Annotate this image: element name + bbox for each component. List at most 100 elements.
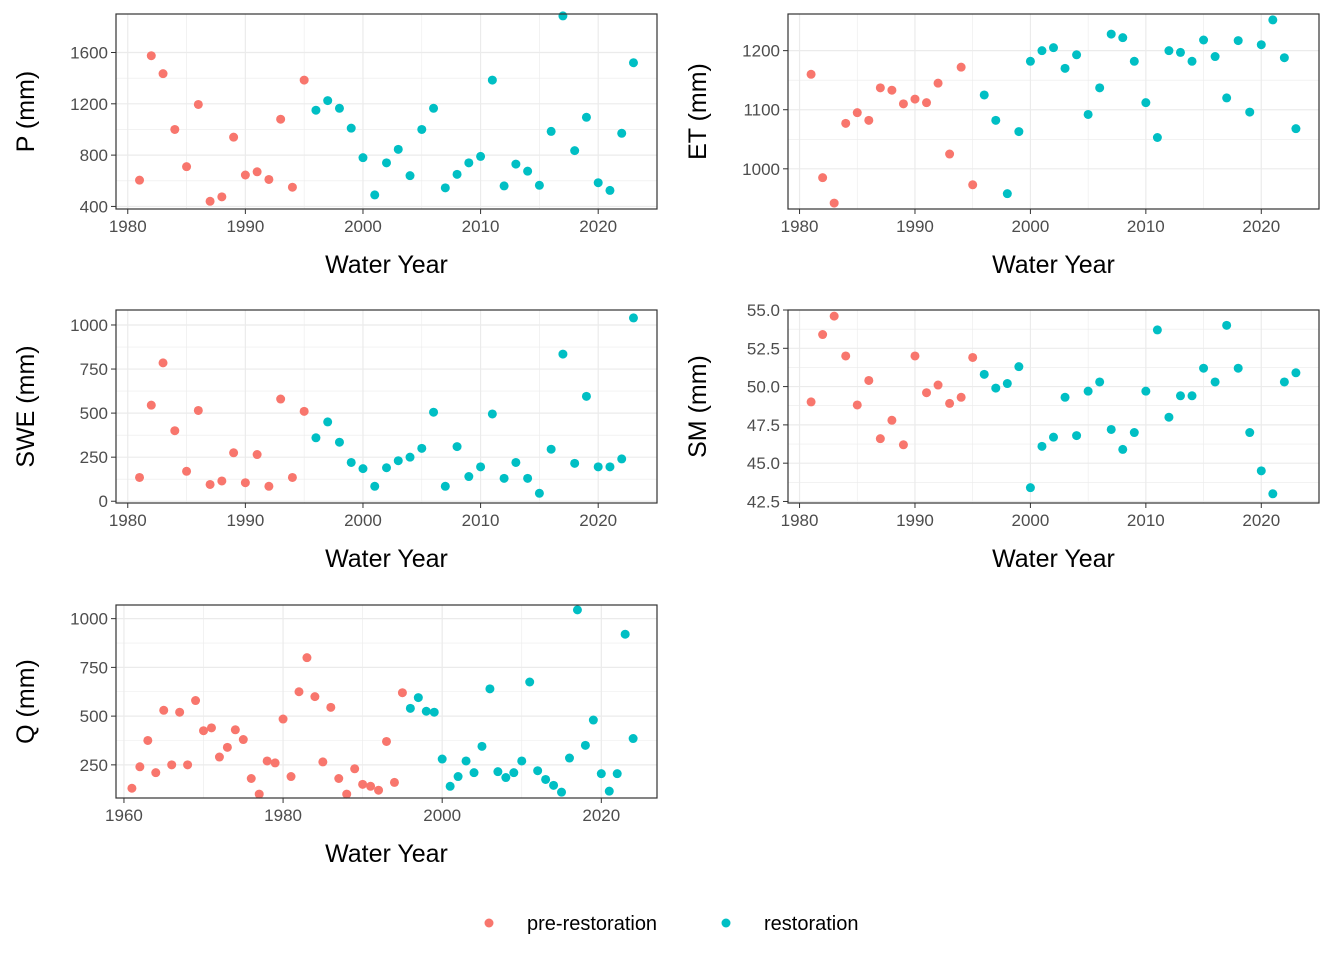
- data-point-restoration: [1279, 377, 1289, 387]
- data-point-restoration: [370, 481, 380, 491]
- data-point-restoration: [405, 171, 415, 181]
- data-point-pre-restoration: [182, 466, 192, 476]
- data-point-pre-restoration: [151, 768, 161, 778]
- data-point-restoration: [346, 457, 356, 467]
- data-point-restoration: [1106, 29, 1116, 39]
- data-point-restoration: [1256, 466, 1266, 476]
- data-point-restoration: [517, 756, 527, 766]
- data-point-pre-restoration: [217, 476, 227, 486]
- data-point-pre-restoration: [159, 705, 169, 715]
- data-point-restoration: [533, 766, 543, 776]
- x-axis-title: Water Year: [992, 251, 1115, 279]
- data-point-pre-restoration: [238, 735, 248, 745]
- panel-border: [115, 604, 658, 799]
- y-tick-label: 0: [99, 492, 108, 511]
- y-axis-title: P (mm): [12, 71, 40, 152]
- data-point-pre-restoration: [910, 94, 920, 104]
- data-point-pre-restoration: [342, 789, 352, 799]
- data-point-restoration: [445, 781, 455, 791]
- data-point-pre-restoration: [318, 757, 328, 767]
- data-point-restoration: [1199, 363, 1209, 373]
- x-tick-label: 2020: [579, 511, 617, 530]
- y-tick-label: 50.0: [747, 378, 780, 397]
- data-point-pre-restoration: [254, 789, 264, 799]
- data-point-restoration: [1014, 362, 1024, 372]
- x-tick-label: 1980: [109, 217, 147, 236]
- y-tick-label: 45.0: [747, 454, 780, 473]
- data-point-restoration: [487, 75, 497, 85]
- data-point-restoration: [413, 693, 423, 703]
- data-point-restoration: [604, 786, 614, 796]
- data-point-restoration: [620, 629, 630, 639]
- data-point-restoration: [549, 780, 559, 790]
- data-point-pre-restoration: [389, 777, 399, 787]
- data-point-restoration: [1141, 98, 1151, 108]
- y-tick-label: 750: [80, 658, 108, 677]
- data-point-pre-restoration: [841, 118, 851, 128]
- data-point-restoration: [464, 472, 474, 482]
- data-point-restoration: [541, 774, 551, 784]
- data-point-restoration: [461, 756, 471, 766]
- data-point-restoration: [991, 383, 1001, 393]
- data-point-pre-restoration: [864, 375, 874, 385]
- plot-background: [116, 14, 657, 209]
- data-point-pre-restoration: [199, 726, 209, 736]
- data-point-restoration: [979, 90, 989, 100]
- data-point-restoration: [1256, 40, 1266, 50]
- data-point-restoration: [612, 769, 622, 779]
- x-tick-label: 2020: [1242, 511, 1280, 530]
- panel-swe: 1980 1990 2000 2010 2020 0 250 500 750 1000 Water …: [12, 309, 658, 573]
- data-point-restoration: [370, 190, 380, 200]
- data-point-pre-restoration: [875, 434, 885, 444]
- data-point-restoration: [311, 105, 321, 115]
- data-point-pre-restoration: [158, 69, 168, 79]
- y-tick-label: 1200: [70, 95, 108, 114]
- y-tick-label: 1000: [70, 316, 108, 335]
- data-point-pre-restoration: [287, 182, 297, 192]
- data-point-restoration: [1199, 35, 1209, 45]
- data-point-restoration: [1291, 368, 1301, 378]
- data-point-pre-restoration: [135, 472, 145, 482]
- data-point-restoration: [485, 684, 495, 694]
- data-point-restoration: [1106, 424, 1116, 434]
- panel-sm: 1980 1990 2000 2010 2020 42.5 45.0 47.5 50.0 52.5…: [684, 301, 1320, 573]
- data-point-pre-restoration: [170, 426, 180, 436]
- data-point-restoration: [1187, 391, 1197, 401]
- data-point-pre-restoration: [350, 764, 360, 774]
- data-point-restoration: [476, 151, 486, 161]
- data-point-pre-restoration: [299, 75, 309, 85]
- data-point-restoration: [393, 144, 403, 154]
- data-point-restoration: [323, 96, 333, 106]
- data-point-restoration: [493, 767, 503, 777]
- data-point-pre-restoration: [240, 478, 250, 488]
- data-point-pre-restoration: [146, 400, 156, 410]
- data-point-restoration: [572, 605, 582, 615]
- data-point-restoration: [1291, 124, 1301, 134]
- x-tick-label: 2000: [1011, 217, 1049, 236]
- x-tick-label: 1980: [781, 511, 819, 530]
- data-point-pre-restoration: [968, 352, 978, 362]
- data-point-restoration: [382, 158, 391, 168]
- panel-border: [115, 13, 658, 210]
- data-point-pre-restoration: [326, 702, 336, 712]
- data-point-restoration: [1233, 36, 1243, 46]
- data-point-restoration: [1037, 441, 1047, 451]
- data-point-restoration: [405, 703, 415, 713]
- data-point-pre-restoration: [193, 99, 203, 109]
- x-tick-label: 2000: [1011, 511, 1049, 530]
- data-point-restoration: [1210, 377, 1220, 387]
- data-point-pre-restoration: [217, 192, 227, 202]
- data-point-pre-restoration: [167, 760, 177, 770]
- data-point-restoration: [1268, 489, 1278, 499]
- y-tick-label: 800: [80, 146, 108, 165]
- y-tick-label: 52.5: [747, 339, 780, 358]
- data-point-restoration: [1025, 483, 1035, 493]
- y-tick-label: 250: [80, 448, 108, 467]
- data-point-restoration: [1002, 189, 1012, 199]
- data-point-restoration: [570, 146, 580, 156]
- data-point-pre-restoration: [182, 162, 192, 172]
- data-point-pre-restoration: [366, 781, 376, 791]
- data-point-restoration: [487, 409, 497, 419]
- data-point-restoration: [1129, 428, 1139, 438]
- y-tick-label: 1100: [743, 101, 780, 120]
